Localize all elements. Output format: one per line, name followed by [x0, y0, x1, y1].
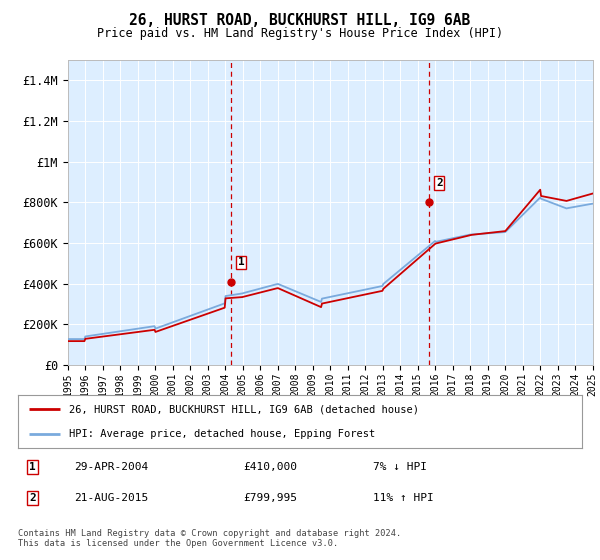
Text: 29-APR-2004: 29-APR-2004: [74, 463, 149, 473]
Text: 11% ↑ HPI: 11% ↑ HPI: [373, 493, 434, 503]
Text: HPI: Average price, detached house, Epping Forest: HPI: Average price, detached house, Eppi…: [69, 428, 375, 438]
Text: Contains HM Land Registry data © Crown copyright and database right 2024.: Contains HM Land Registry data © Crown c…: [18, 529, 401, 538]
Text: This data is licensed under the Open Government Licence v3.0.: This data is licensed under the Open Gov…: [18, 539, 338, 548]
Text: 1: 1: [29, 463, 36, 473]
Text: 2: 2: [29, 493, 36, 503]
Text: £410,000: £410,000: [244, 463, 298, 473]
Text: 1: 1: [238, 258, 245, 268]
Text: 26, HURST ROAD, BUCKHURST HILL, IG9 6AB (detached house): 26, HURST ROAD, BUCKHURST HILL, IG9 6AB …: [69, 404, 419, 414]
Text: £799,995: £799,995: [244, 493, 298, 503]
Text: 21-AUG-2015: 21-AUG-2015: [74, 493, 149, 503]
Text: Price paid vs. HM Land Registry's House Price Index (HPI): Price paid vs. HM Land Registry's House …: [97, 27, 503, 40]
Text: 2: 2: [436, 178, 443, 188]
Text: 26, HURST ROAD, BUCKHURST HILL, IG9 6AB: 26, HURST ROAD, BUCKHURST HILL, IG9 6AB: [130, 13, 470, 27]
Text: 7% ↓ HPI: 7% ↓ HPI: [373, 463, 427, 473]
